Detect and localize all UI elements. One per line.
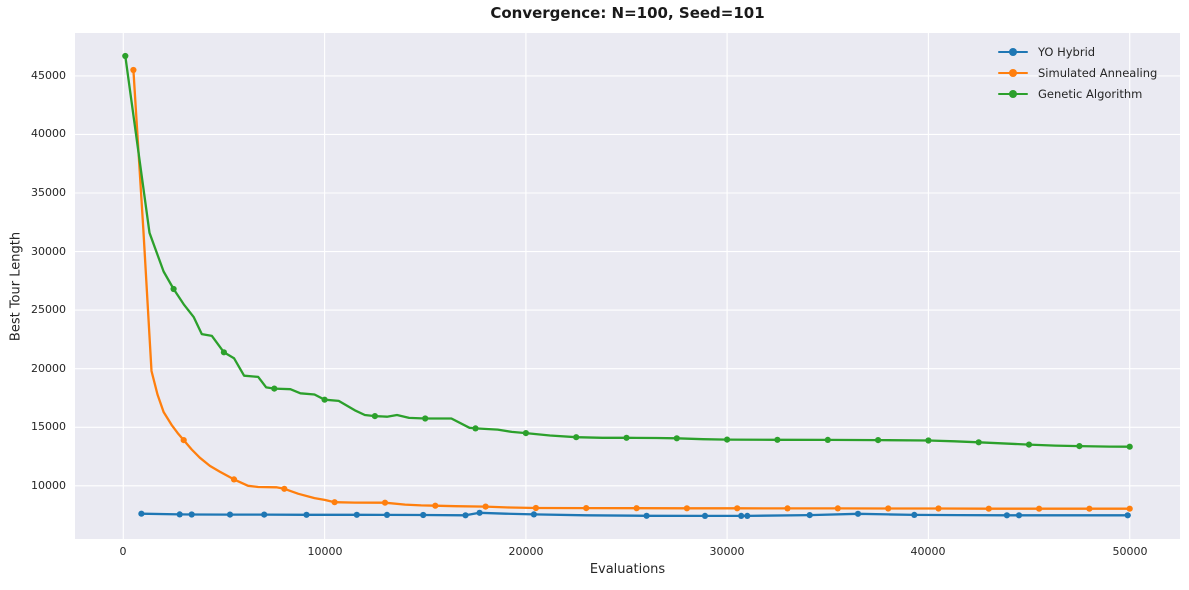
legend-row: YO Hybrid (998, 41, 1157, 62)
x-tick-label: 40000 (910, 545, 946, 558)
series-marker-simulated-annealing (1086, 505, 1093, 512)
plot-area (75, 33, 1180, 539)
series-marker-genetic-algorithm (774, 436, 781, 443)
series-marker-genetic-algorithm (122, 52, 129, 60)
y-axis-label: Best Tour Length (8, 231, 24, 342)
series-marker-simulated-annealing (532, 504, 539, 512)
series-marker-simulated-annealing (482, 503, 489, 510)
series-marker-genetic-algorithm (623, 434, 630, 441)
x-tick-label: 30000 (709, 545, 745, 558)
series-marker-yo-hybrid (383, 511, 391, 518)
legend: YO Hybrid Simulated Annealing Genetic Al… (998, 41, 1157, 104)
series-marker-genetic-algorithm (673, 435, 680, 442)
x-tick-label: 50000 (1112, 545, 1148, 558)
legend-line-marker-icon (998, 47, 1028, 56)
legend-label: Genetic Algorithm (1038, 86, 1143, 101)
series-marker-genetic-algorithm (824, 436, 831, 443)
series-line-yo-hybrid (140, 511, 1131, 518)
series-marker-simulated-annealing (230, 476, 238, 483)
series-marker-genetic-algorithm (1126, 443, 1133, 450)
legend-label: Simulated Annealing (1038, 65, 1158, 80)
series-marker-yo-hybrid (353, 511, 360, 518)
series-marker-yo-hybrid (462, 512, 469, 519)
series-marker-simulated-annealing (1126, 505, 1133, 512)
legend-label: YO Hybrid (1038, 44, 1096, 59)
series-marker-simulated-annealing (281, 485, 288, 492)
series-marker-yo-hybrid (738, 512, 745, 519)
series-marker-genetic-algorithm (220, 349, 227, 356)
legend-line-marker-icon (998, 89, 1028, 98)
series-marker-yo-hybrid (701, 512, 709, 519)
series-marker-yo-hybrid (1003, 512, 1011, 519)
series-marker-simulated-annealing (784, 505, 791, 512)
series-marker-simulated-annealing (633, 505, 640, 512)
x-axis-label: Evaluations (589, 562, 666, 577)
series-marker-simulated-annealing (683, 505, 691, 512)
series-marker-yo-hybrid (854, 510, 862, 517)
y-tick-label: 45000 (31, 69, 66, 82)
series-marker-simulated-annealing (583, 505, 590, 512)
y-tick-label: 15000 (31, 420, 66, 433)
y-tick-label: 30000 (31, 245, 66, 258)
series-marker-genetic-algorithm (1076, 443, 1083, 450)
series-marker-genetic-algorithm (522, 430, 529, 437)
y-tick-label: 10000 (31, 479, 66, 492)
series-marker-genetic-algorithm (1025, 441, 1033, 448)
plot-background (75, 33, 1180, 539)
series-marker-yo-hybrid (176, 511, 183, 518)
series-marker-yo-hybrid (420, 511, 427, 519)
series-marker-genetic-algorithm (472, 425, 479, 432)
series-marker-genetic-algorithm (975, 439, 982, 446)
series-marker-simulated-annealing (734, 505, 741, 512)
series-marker-genetic-algorithm (573, 434, 580, 441)
series-marker-simulated-annealing (834, 505, 841, 512)
y-tick-label: 20000 (31, 362, 66, 375)
y-tick-label: 25000 (31, 303, 66, 316)
series-marker-yo-hybrid (806, 512, 813, 519)
series-marker-yo-hybrid (1015, 512, 1023, 519)
series-marker-yo-hybrid (476, 509, 483, 516)
series-marker-genetic-algorithm (371, 413, 378, 420)
series-marker-yo-hybrid (188, 511, 195, 518)
series-marker-genetic-algorithm (170, 285, 177, 293)
series-marker-simulated-annealing (935, 505, 942, 512)
legend-line-marker-icon (998, 68, 1028, 77)
y-tick-label: 40000 (31, 127, 66, 140)
series-marker-simulated-annealing (1036, 505, 1043, 512)
series-marker-yo-hybrid (643, 512, 650, 519)
series-marker-simulated-annealing (432, 502, 439, 509)
series-marker-genetic-algorithm (422, 415, 429, 422)
series-marker-genetic-algorithm (271, 385, 278, 392)
series-marker-simulated-annealing (180, 437, 187, 444)
series-marker-yo-hybrid (261, 511, 268, 518)
legend-row: Simulated Annealing (998, 62, 1157, 83)
y-tick-label: 35000 (31, 186, 66, 199)
series-marker-yo-hybrid (744, 512, 751, 519)
x-tick-label: 0 (119, 545, 127, 558)
series-marker-yo-hybrid (226, 511, 234, 518)
series-marker-yo-hybrid (303, 511, 310, 518)
series-marker-simulated-annealing (885, 505, 892, 512)
series-marker-yo-hybrid (1124, 512, 1131, 519)
series-marker-simulated-annealing (130, 66, 137, 74)
legend-row: Genetic Algorithm (998, 83, 1157, 104)
series-marker-genetic-algorithm (925, 437, 932, 444)
series-marker-yo-hybrid (911, 511, 918, 518)
chart-title: Convergence: N=100, Seed=101 (490, 4, 765, 22)
series-marker-genetic-algorithm (875, 437, 882, 444)
x-tick-label: 10000 (307, 545, 343, 558)
series-line-genetic-algorithm (124, 54, 1131, 448)
series-marker-genetic-algorithm (321, 396, 328, 403)
series-marker-simulated-annealing (985, 505, 992, 512)
series-marker-simulated-annealing (381, 499, 389, 506)
series-marker-genetic-algorithm (724, 436, 731, 443)
series-marker-yo-hybrid (138, 510, 145, 517)
x-tick-label: 20000 (508, 545, 544, 558)
series-marker-simulated-annealing (331, 499, 338, 506)
series-marker-yo-hybrid (530, 511, 537, 518)
